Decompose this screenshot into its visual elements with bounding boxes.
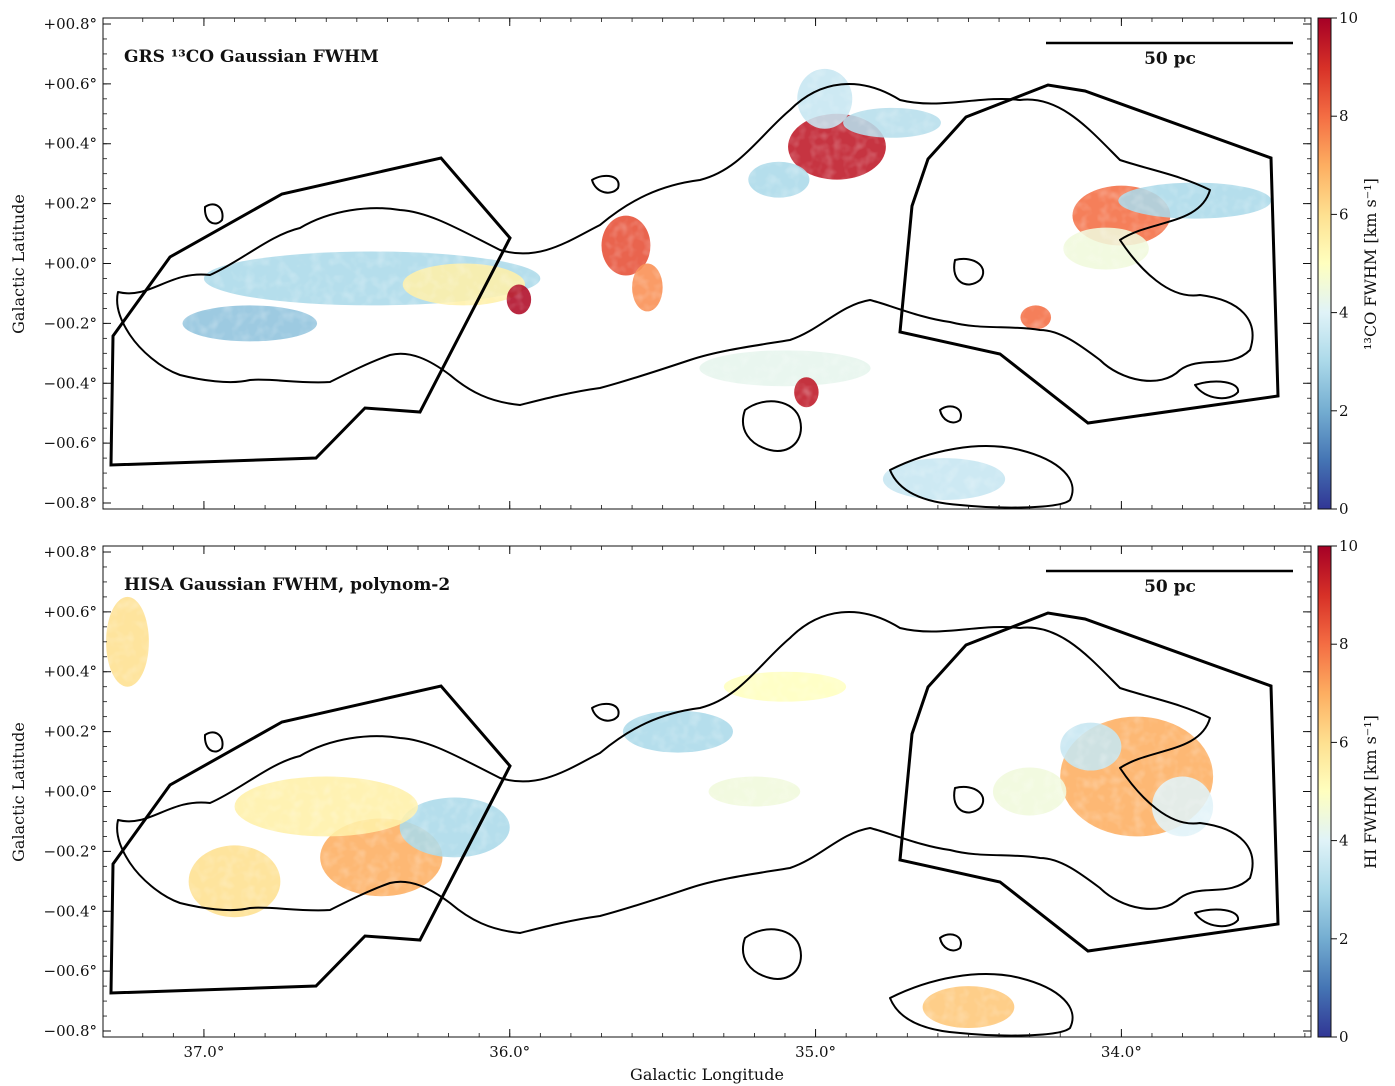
ticks-bottom: +00.8° +00.6° +00.4° +00.2° +00.0° −00.2° −00.… <box>44 543 1311 1061</box>
region-polygon-left-top <box>109 156 512 467</box>
panel-title-top: GRS ¹³CO Gaussian FWHM <box>124 47 379 67</box>
y-tick-label: −00.4° <box>44 374 97 392</box>
colorbar-tick-label: 0 <box>1339 500 1349 518</box>
colorbar-tick-label: 2 <box>1339 402 1349 420</box>
y-tick-label: −00.8° <box>44 1022 97 1040</box>
cloud-contours-top <box>116 83 1254 509</box>
colorbar-tick-label: 10 <box>1339 9 1358 27</box>
colorbar-tick-label: 10 <box>1339 537 1358 555</box>
x-tick-label: 34.0° <box>1101 1043 1142 1061</box>
texture-overlay <box>103 546 1311 1037</box>
cloud-contours-bottom <box>116 611 1254 1037</box>
colorbar-top <box>1317 17 1332 510</box>
colorbar-tick-label: 8 <box>1339 635 1349 653</box>
colorbar-tick-label: 8 <box>1339 107 1349 125</box>
y-tick-label: −00.4° <box>44 902 97 920</box>
y-tick-label: −00.6° <box>44 434 97 452</box>
y-tick-label: −00.6° <box>44 962 97 980</box>
y-tick-label: +00.4° <box>44 135 97 153</box>
y-tick-label: −00.8° <box>44 494 97 512</box>
colorbar-tick-label: 6 <box>1339 205 1349 223</box>
texture-overlay <box>103 18 1311 509</box>
colorbar-label-bottom: HI FWHM [km s⁻¹] <box>1361 715 1380 869</box>
y-tick-label: +00.6° <box>44 75 97 93</box>
y-tick-label: +00.6° <box>44 603 97 621</box>
y-tick-label: +00.4° <box>44 663 97 681</box>
scale-bar-label-top: 50 pc <box>1144 49 1196 69</box>
y-tick-label: +00.0° <box>44 783 97 801</box>
region-polygon-right-bottom <box>898 611 1280 953</box>
x-axis-label: Galactic Longitude <box>630 1065 784 1084</box>
ticks-top: +00.8° +00.6° +00.4° +00.2° +00.0° −00.2° −00.… <box>44 15 1311 512</box>
y-tick-label: +00.8° <box>44 15 97 33</box>
panel-title-bottom: HISA Gaussian FWHM, polynom-2 <box>124 575 450 595</box>
colorbar-bottom <box>1317 545 1332 1038</box>
colorbar-tick-label: 2 <box>1339 930 1349 948</box>
panel-bottom: +00.8° +00.6° +00.4° +00.2° +00.0° −00.2° −00.… <box>9 537 1380 1084</box>
colorbar-tick-label: 4 <box>1339 304 1349 322</box>
y-tick-label: −00.2° <box>44 314 97 332</box>
region-polygon-right-top <box>898 83 1280 425</box>
scale-bar-label-bottom: 50 pc <box>1144 577 1196 597</box>
y-tick-label: +00.8° <box>44 543 97 561</box>
colorbar-ticks-bottom: 0 2 4 6 8 10 <box>1331 537 1358 1046</box>
y-tick-label: +00.2° <box>44 723 97 741</box>
x-tick-label: 35.0° <box>795 1043 836 1061</box>
y-tick-label: +00.0° <box>44 255 97 273</box>
colorbar-tick-label: 0 <box>1339 1028 1349 1046</box>
x-tick-label: 36.0° <box>489 1043 530 1061</box>
y-axis-label-top: Galactic Latitude <box>9 194 28 334</box>
region-polygon-left-bottom <box>109 684 512 995</box>
colorbar-ticks-top: 0 2 4 6 8 10 <box>1331 9 1358 518</box>
heatmap-layer-top <box>103 18 1311 509</box>
colorbar-tick-label: 4 <box>1339 832 1349 850</box>
heatmap-layer-bottom <box>103 546 1311 1037</box>
y-tick-label: −00.2° <box>44 842 97 860</box>
x-tick-label: 37.0° <box>183 1043 224 1061</box>
y-axis-label-bottom: Galactic Latitude <box>9 722 28 862</box>
y-tick-label: +00.2° <box>44 195 97 213</box>
colorbar-tick-label: 6 <box>1339 733 1349 751</box>
panel-top: +00.8° +00.6° +00.4° +00.2° +00.0° −00.2° −00.… <box>9 9 1380 518</box>
colorbar-label-top: ¹³CO FWHM [km s⁻¹] <box>1361 178 1380 350</box>
